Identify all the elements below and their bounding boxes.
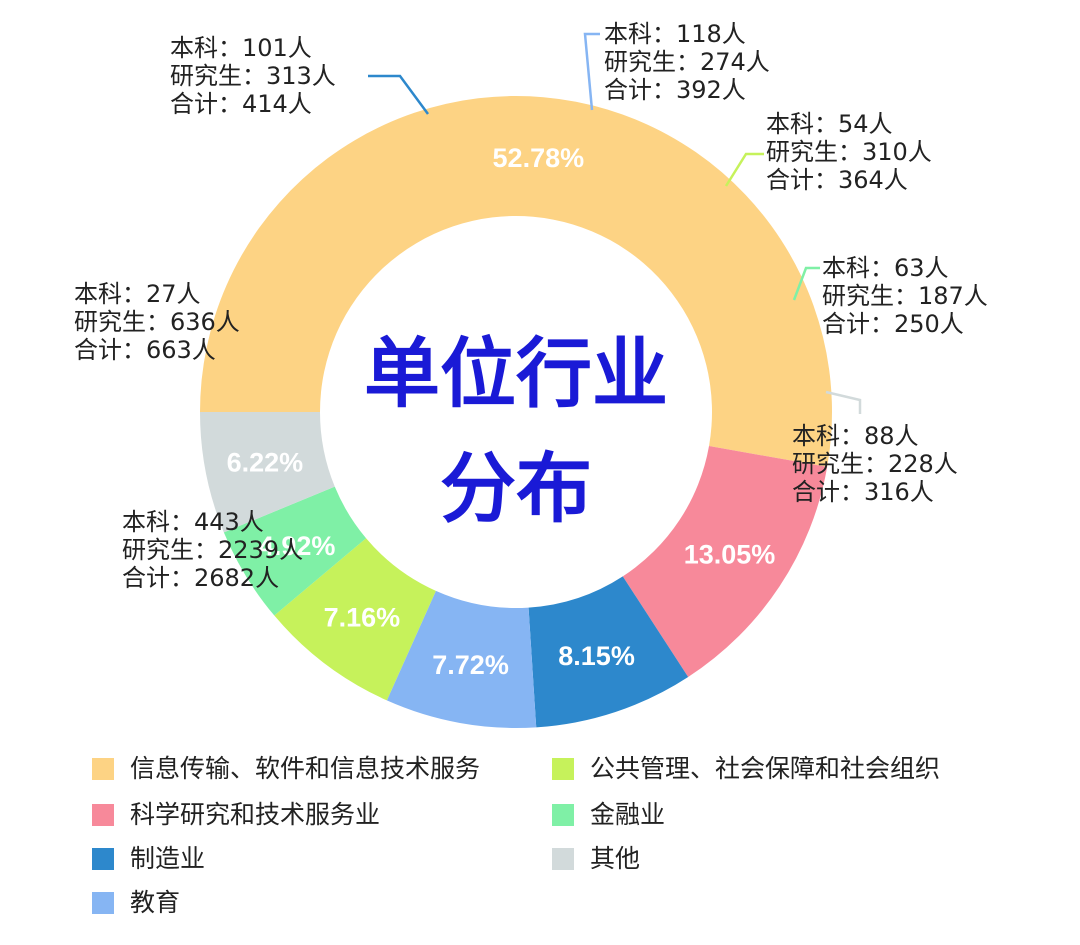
slice-7-percent-label: 6.22% bbox=[227, 448, 304, 478]
slice-3-arc bbox=[528, 576, 689, 728]
slice-6-annotation-line: 本科：63人 bbox=[822, 254, 949, 282]
slice-1-annotation-line: 研究生：2239人 bbox=[122, 536, 303, 564]
slice-7-annotation-line: 合计：316人 bbox=[792, 478, 934, 506]
slice-3-leader-line bbox=[368, 74, 430, 115]
slice-5-percent-label: 7.16% bbox=[324, 602, 401, 632]
legend-swatch bbox=[92, 892, 114, 914]
slice-5-arc bbox=[274, 538, 436, 701]
slice-7-annotation-line: 研究生：228人 bbox=[792, 450, 958, 478]
slice-1-arc bbox=[200, 95, 833, 467]
slice-6-percent-label: 4.92% bbox=[259, 531, 336, 561]
slice-4-percent-label: 7.72% bbox=[432, 650, 509, 680]
slice-3-annotation-line: 研究生：313人 bbox=[170, 62, 336, 90]
slice-2-annotation-line: 合计：663人 bbox=[74, 336, 216, 364]
legend-item-5: 公共管理、社会保障和社会组织 bbox=[552, 754, 940, 783]
slice-1-annotation-line: 本科：443人 bbox=[122, 508, 264, 536]
slice-7-annotation-line: 本科：88人 bbox=[792, 422, 919, 450]
legend-swatch bbox=[92, 804, 114, 826]
slice-6-arc bbox=[223, 486, 367, 616]
legend-label: 制造业 bbox=[130, 844, 205, 873]
slice-5-annotation-line: 合计：364人 bbox=[766, 166, 908, 194]
legend-item-3: 制造业 bbox=[92, 844, 205, 873]
legend-item-4: 教育 bbox=[92, 888, 180, 917]
slice-3-annotation-line: 合计：414人 bbox=[170, 90, 312, 118]
center-title-line-1: 单位行业 bbox=[364, 329, 668, 418]
slice-4-annotation-line: 研究生：274人 bbox=[604, 48, 770, 76]
slice-5-annotation-line: 本科：54人 bbox=[766, 110, 893, 138]
slice-annotations: 本科：443人研究生：2239人合计：2682人本科：27人研究生：636人合计… bbox=[74, 20, 988, 592]
slice-6-leader-line bbox=[792, 266, 820, 301]
legend-label: 金融业 bbox=[590, 800, 665, 829]
legend-swatch bbox=[552, 804, 574, 826]
slice-2-annotation-line: 研究生：636人 bbox=[74, 308, 240, 336]
legend-item-7: 其他 bbox=[552, 844, 640, 873]
center-title: 单位行业 分布 bbox=[364, 329, 668, 533]
slice-2-arc bbox=[622, 446, 828, 677]
percent-labels: 52.78% 13.05% 8.15% 7.72% 7.16% 4.92% 6.22% bbox=[227, 143, 776, 680]
slice-5-annotation-line: 研究生：310人 bbox=[766, 138, 932, 166]
slice-7-arc bbox=[200, 412, 335, 533]
legend-label: 信息传输、软件和信息技术服务 bbox=[130, 754, 480, 783]
legend-label: 科学研究和技术服务业 bbox=[130, 800, 380, 829]
slice-1-annotation-line: 合计：2682人 bbox=[122, 564, 279, 592]
slice-1-percent-label: 52.78% bbox=[493, 143, 585, 173]
slice-2-annotation-line: 本科：27人 bbox=[74, 280, 201, 308]
slice-4-annotation-line: 合计：392人 bbox=[604, 76, 746, 104]
slice-6-annotation-line: 合计：250人 bbox=[822, 310, 964, 338]
legend-item-1: 信息传输、软件和信息技术服务 bbox=[92, 754, 480, 783]
slice-3-annotation-line: 本科：101人 bbox=[170, 34, 312, 62]
slice-6-annotation-line: 研究生：187人 bbox=[822, 282, 988, 310]
center-title-line-2: 分布 bbox=[440, 444, 592, 533]
legend-label: 公共管理、社会保障和社会组织 bbox=[590, 754, 940, 783]
donut-slices bbox=[200, 95, 833, 728]
legend-swatch bbox=[92, 758, 114, 780]
leader-lines bbox=[368, 32, 862, 414]
legend-swatch bbox=[552, 848, 574, 870]
legend-swatch bbox=[552, 758, 574, 780]
slice-4-arc bbox=[386, 590, 537, 728]
legend-item-2: 科学研究和技术服务业 bbox=[92, 800, 380, 829]
legend-label: 教育 bbox=[130, 888, 180, 917]
legend-label: 其他 bbox=[590, 844, 640, 873]
slice-7-leader-line bbox=[825, 390, 862, 414]
legend-item-6: 金融业 bbox=[552, 800, 665, 829]
slice-3-percent-label: 8.15% bbox=[558, 641, 635, 671]
slice-2-percent-label: 13.05% bbox=[684, 539, 776, 569]
slice-5-leader-line bbox=[724, 152, 764, 187]
slice-4-annotation-line: 本科：118人 bbox=[604, 20, 746, 48]
legend-swatch bbox=[92, 848, 114, 870]
slice-4-leader-line bbox=[583, 32, 600, 111]
